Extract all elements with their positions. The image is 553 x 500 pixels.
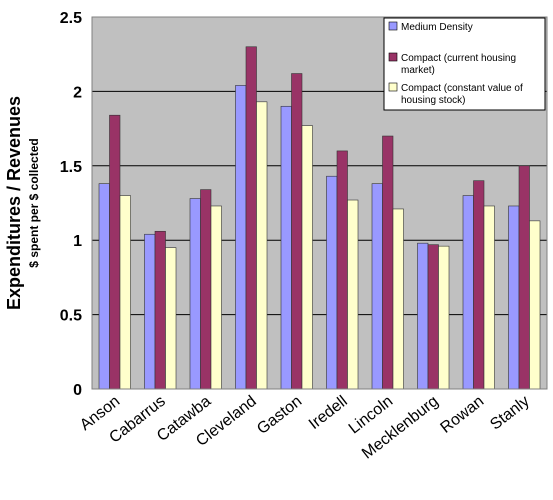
bar bbox=[119, 195, 131, 390]
bar bbox=[301, 125, 313, 390]
legend-entry-line: Compact (current housing bbox=[401, 53, 516, 64]
y-tick-label: 1.5 bbox=[60, 159, 82, 176]
legend-box bbox=[383, 17, 546, 111]
y-tick-label: 2.5 bbox=[60, 10, 82, 27]
x-category-label: Stanly bbox=[487, 393, 533, 434]
bar bbox=[326, 175, 338, 390]
y-axis-sublabel: $ spent per $ collected bbox=[27, 138, 41, 267]
bar bbox=[417, 242, 429, 390]
legend-swatch bbox=[388, 21, 398, 31]
bar bbox=[235, 85, 247, 390]
bar bbox=[438, 245, 450, 390]
plot-border bbox=[91, 16, 548, 390]
legend-entry-line: Medium Density bbox=[401, 22, 473, 33]
bar bbox=[200, 189, 212, 390]
bar bbox=[473, 180, 485, 390]
bar bbox=[462, 195, 474, 390]
y-tick-label: 0 bbox=[73, 382, 82, 399]
bar bbox=[144, 233, 156, 390]
legend-entry-line: housing stock) bbox=[401, 95, 465, 106]
bar bbox=[508, 205, 520, 390]
x-category-label: Gaston bbox=[254, 393, 305, 438]
bar bbox=[245, 46, 257, 390]
bar bbox=[392, 208, 404, 390]
bar bbox=[165, 247, 177, 390]
y-tick-label: 1 bbox=[73, 233, 82, 250]
bar bbox=[529, 220, 541, 390]
legend-entry: Compact (constant value of housing stock) bbox=[401, 83, 523, 106]
legend-swatch bbox=[388, 52, 398, 62]
bar bbox=[280, 105, 292, 390]
bar bbox=[154, 230, 166, 390]
legend-entry: Compact (current housing market) bbox=[401, 53, 516, 76]
legend-entry-line: Compact (constant value of bbox=[401, 83, 523, 94]
y-tick-label: 0.5 bbox=[60, 308, 82, 325]
bar bbox=[518, 165, 530, 390]
bar bbox=[427, 244, 439, 390]
bar bbox=[336, 150, 348, 390]
x-category-label: Iredell bbox=[306, 393, 351, 433]
legend-swatch bbox=[388, 82, 398, 92]
y-tick-label: 2 bbox=[73, 84, 82, 101]
bar bbox=[483, 205, 495, 390]
bar bbox=[382, 135, 394, 390]
legend-entry: Medium Density bbox=[401, 22, 473, 33]
legend-entry-line: market) bbox=[401, 65, 435, 76]
bar bbox=[189, 198, 201, 390]
bar bbox=[256, 101, 268, 390]
bar bbox=[109, 114, 121, 390]
bar bbox=[98, 183, 110, 390]
y-axis-label: Expenditures / Revenues bbox=[4, 96, 24, 310]
bar bbox=[291, 73, 303, 390]
bar bbox=[347, 199, 359, 390]
x-category-label: Rowan bbox=[437, 393, 487, 437]
bar bbox=[371, 183, 383, 390]
bar bbox=[210, 205, 222, 390]
